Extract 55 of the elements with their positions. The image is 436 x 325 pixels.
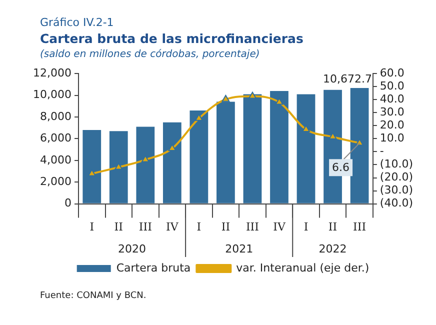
y-tick-label: 2,000 [40, 174, 72, 188]
y2-tick-label: 30.0 [380, 106, 404, 119]
y-tick-label: 6,000 [40, 132, 72, 145]
bar [296, 94, 316, 204]
y2-tick-label: 40.0 [380, 92, 404, 106]
x-tick-label: III [246, 220, 259, 234]
x-tick-label: II [221, 220, 230, 234]
y2-tick-label: 10.0 [380, 132, 404, 145]
x-tick-label: III [353, 220, 366, 234]
point [114, 162, 123, 170]
bar [350, 88, 369, 204]
legend-label: Cartera bruta [116, 261, 191, 274]
y-tick-label: 0 [64, 196, 72, 210]
bar [162, 122, 182, 204]
point [275, 98, 284, 105]
x-tick-label: I [196, 220, 202, 234]
y2-tick-label: (10.0) [380, 158, 414, 171]
data-label: 6.6 [332, 160, 350, 174]
bar [136, 126, 155, 204]
y2-tick-label: 50.0 [380, 79, 404, 92]
bar [270, 90, 288, 204]
x-tick-label: II [328, 220, 338, 234]
y2-tick-label: (20.0) [380, 170, 414, 184]
text: 2021 [225, 242, 254, 256]
data-label: 10,672.7 [323, 72, 372, 86]
y2-tick-label: (30.0) [380, 184, 414, 197]
x-tick-label: I [304, 220, 308, 234]
y2-tick-label: (40.0) [380, 196, 414, 210]
point [141, 155, 150, 162]
x-tick-label: III [138, 220, 152, 234]
point [222, 94, 230, 102]
y-tick-label: 8,000 [40, 110, 72, 123]
legend-label: var. Interanual (eje der.) [236, 261, 370, 274]
text: Gráfico IV.2-1 [40, 16, 114, 29]
x-tick-label: II [114, 220, 123, 234]
source-note: Fuente: CONAMI y BCN. [40, 291, 146, 301]
text: 2020 [118, 242, 146, 256]
chart-title: Cartera bruta de las microfinancieras [40, 31, 304, 46]
bar [82, 130, 102, 204]
y-tick-label: 4,000 [40, 153, 72, 166]
y2-tick-label: - [380, 144, 384, 158]
y2-tick-label: 60.0 [380, 66, 404, 80]
chart-subtitle: (saldo en millones de córdobas, porcentaje) [40, 49, 260, 60]
point [328, 132, 337, 140]
bar [190, 110, 208, 204]
bar [243, 94, 262, 204]
y2-tick-label: 20.0 [380, 118, 404, 132]
x-tick-label: IV [166, 220, 180, 234]
bar [109, 131, 128, 204]
x-tick-label: IV [273, 220, 286, 234]
y-tick-label: 10,000 [32, 88, 72, 102]
y-tick-label: 12,000 [32, 66, 72, 80]
point [248, 92, 256, 99]
text: 2022 [318, 242, 347, 256]
x-tick-label: I [90, 220, 94, 234]
